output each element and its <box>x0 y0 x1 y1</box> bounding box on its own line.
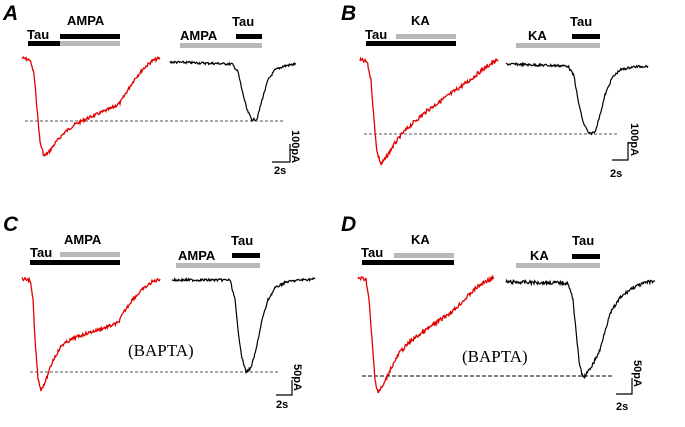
panel-d-amplitude-label: 50pA <box>631 360 643 387</box>
panel-b-tau-bar-overlap <box>396 41 456 46</box>
panel-b-tau-bar <box>366 41 396 46</box>
panel-d-tau-ka-trace <box>357 274 495 394</box>
panel-c-letter: C <box>3 213 19 236</box>
panel-a-scale-bar: 100pA 2s <box>272 130 301 177</box>
panel-a-tau-bar-overlap <box>60 34 120 39</box>
panel-c-tau-bar-2 <box>232 253 260 258</box>
panel-b-ka-bar <box>396 34 456 39</box>
panel-b-letter: B <box>341 2 356 25</box>
panel-a-ampa-bar <box>60 41 120 46</box>
panel-d-ka-bar-2 <box>516 263 600 268</box>
panel-d-ka-tau-trace <box>505 278 655 380</box>
panel-b-amplitude-label: 100pA <box>628 123 640 156</box>
panel-a-scale-lines <box>272 144 291 163</box>
panel-d-tau-bar <box>362 260 394 265</box>
panel-c-scale-bar: 50pA 2s <box>276 364 303 411</box>
panel-a: A Tau AMPA AMPA Tau 100pA 2s <box>2 2 301 177</box>
panel-d-tau-label-2: Tau <box>572 233 594 248</box>
panel-a-ampa-bar-2 <box>180 43 262 48</box>
panel-d-tau-bar-2 <box>572 254 600 259</box>
panel-a-ampa-label: AMPA <box>67 13 105 28</box>
panel-a-amplitude-label: 100pA <box>289 130 301 163</box>
panel-c-ampa-label: AMPA <box>64 232 102 247</box>
panel-a-tau-label-2: Tau <box>232 14 254 29</box>
panel-c-tau-label-2: Tau <box>231 233 253 248</box>
panel-b-scale-lines <box>612 142 629 161</box>
panel-d-bapta-label: (BAPTA) <box>462 347 528 366</box>
panel-c-ampa-bar-2 <box>176 263 260 268</box>
panel-c-bapta-label: (BAPTA) <box>128 341 194 360</box>
panel-b-ka-bar-2 <box>516 43 600 48</box>
panel-d-ka-bar <box>394 253 454 258</box>
panel-a-tau-ampa-trace <box>21 56 161 157</box>
panel-a-time-label: 2s <box>274 165 286 177</box>
panel-b-time-label: 2s <box>610 168 622 180</box>
panel-a-tau-label: Tau <box>27 27 49 42</box>
panel-c-ampa-label-2: AMPA <box>178 248 216 263</box>
panel-a-tau-bar-2 <box>236 34 262 39</box>
panel-d: D Tau KA KA Tau (BAPTA) 50pA 2s <box>341 213 655 413</box>
panel-b-tau-label: Tau <box>365 27 387 42</box>
panel-a-letter: A <box>2 2 18 25</box>
panel-b-ka-tau-trace <box>505 61 649 136</box>
panel-d-tau-label: Tau <box>361 245 383 260</box>
panel-d-letter: D <box>341 213 356 236</box>
panel-b: B Tau KA KA Tau 100pA 2s <box>341 2 649 180</box>
panel-d-time-label: 2s <box>616 401 628 413</box>
panel-c-time-label: 2s <box>276 399 288 411</box>
panel-d-scale-bar: 50pA 2s <box>616 360 643 413</box>
panel-b-ka-label-2: KA <box>528 28 547 43</box>
panel-b-ka-label: KA <box>411 13 430 28</box>
panel-c-tau-bar <box>30 260 60 265</box>
panel-c-tau-ampa-trace <box>21 276 161 392</box>
panel-c: C Tau AMPA AMPA Tau (BAPTA) 50pA 2s <box>3 213 316 411</box>
panel-d-ka-label-2: KA <box>530 248 549 263</box>
panel-d-ka-label: KA <box>411 232 430 247</box>
panel-b-tau-ka-trace <box>359 56 499 167</box>
panel-b-scale-bar: 100pA 2s <box>610 123 640 180</box>
panel-a-tau-bar <box>28 41 60 46</box>
panel-d-scale-lines <box>616 378 633 395</box>
panel-c-amplitude-label: 50pA <box>291 364 303 391</box>
panel-c-tau-label: Tau <box>30 245 52 260</box>
panel-b-tau-bar-2 <box>572 34 600 39</box>
panel-a-ampa-label-2: AMPA <box>180 28 218 43</box>
panel-c-ampa-bar <box>60 252 120 257</box>
panel-a-ampa-tau-trace <box>169 60 296 122</box>
panel-c-tau-bar-overlap <box>60 260 120 265</box>
panel-d-tau-bar-overlap <box>394 260 454 265</box>
panel-c-ampa-tau-trace <box>171 276 316 374</box>
panel-c-scale-lines <box>276 380 293 396</box>
panel-b-tau-label-2: Tau <box>570 14 592 29</box>
